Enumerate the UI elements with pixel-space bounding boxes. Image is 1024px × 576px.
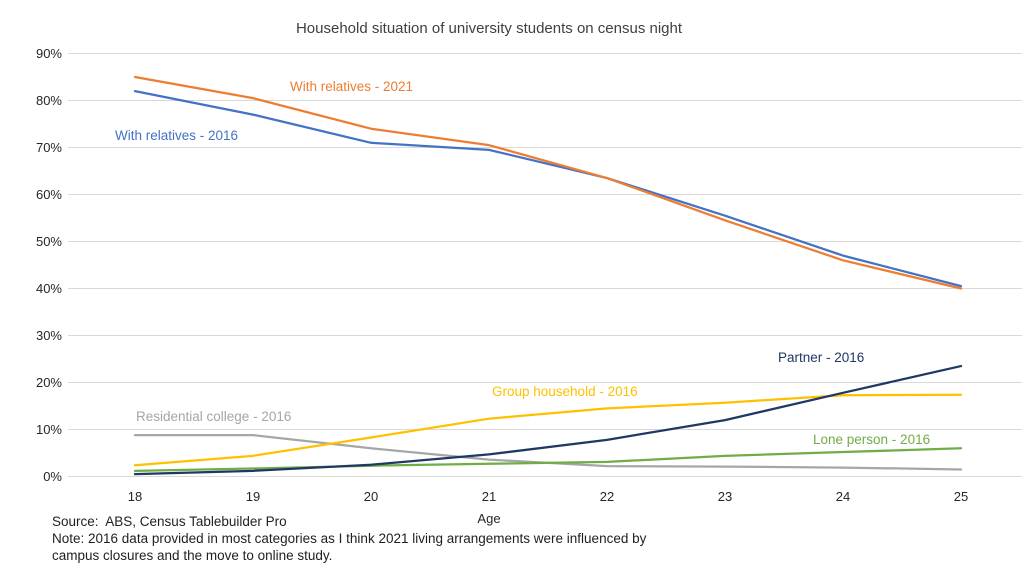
y-axis-tick-label: 70% [36, 140, 62, 155]
y-axis-tick-label: 10% [36, 422, 62, 437]
y-axis-tick-label: 60% [36, 187, 62, 202]
x-axis-tick-label: 23 [718, 489, 732, 504]
y-axis-tick-label: 90% [36, 46, 62, 61]
series-label-lone-person-2016: Lone person - 2016 [813, 432, 930, 447]
x-axis-tick-label: 21 [482, 489, 496, 504]
x-axis-tick-label: 25 [954, 489, 968, 504]
y-axis-tick-label: 20% [36, 375, 62, 390]
x-axis-tick-label: 19 [246, 489, 260, 504]
series-line-partner-2016 [133, 364, 963, 476]
series-label-residential-college-2016: Residential college - 2016 [136, 409, 291, 424]
series-line-with-relatives-2016 [133, 89, 963, 288]
series-label-group-household-2016: Group household - 2016 [492, 384, 638, 399]
chart-title: Household situation of university studen… [295, 20, 683, 37]
series-label-with-relatives-2016: With relatives - 2016 [115, 128, 238, 143]
x-axis-title: Age [477, 511, 501, 526]
source-text: Source: ABS, Census Tablebuilder Pro [52, 514, 287, 529]
series-line-with-relatives-2021 [133, 75, 963, 290]
x-axis-tick-label: 24 [836, 489, 850, 504]
series-line-lone-person-2016 [133, 447, 963, 472]
x-axis-tick-label: 20 [364, 489, 378, 504]
y-axis-tick-label: 30% [36, 328, 62, 343]
y-axis-tick-label: 50% [36, 234, 62, 249]
y-axis-tick-label: 80% [36, 93, 62, 108]
series-label-partner-2016: Partner - 2016 [778, 350, 864, 365]
y-axis-tick-label: 40% [36, 281, 62, 296]
series-label-with-relatives-2021: With relatives - 2021 [290, 79, 413, 94]
chart-footnotes: Source: ABS, Census Tablebuilder Pro Not… [52, 513, 670, 564]
y-axis-tick-label: 0% [43, 469, 62, 484]
note-text: Note: 2016 data provided in most categor… [52, 531, 651, 563]
x-axis-tick-label: 22 [600, 489, 614, 504]
x-axis-tick-label: 18 [128, 489, 142, 504]
